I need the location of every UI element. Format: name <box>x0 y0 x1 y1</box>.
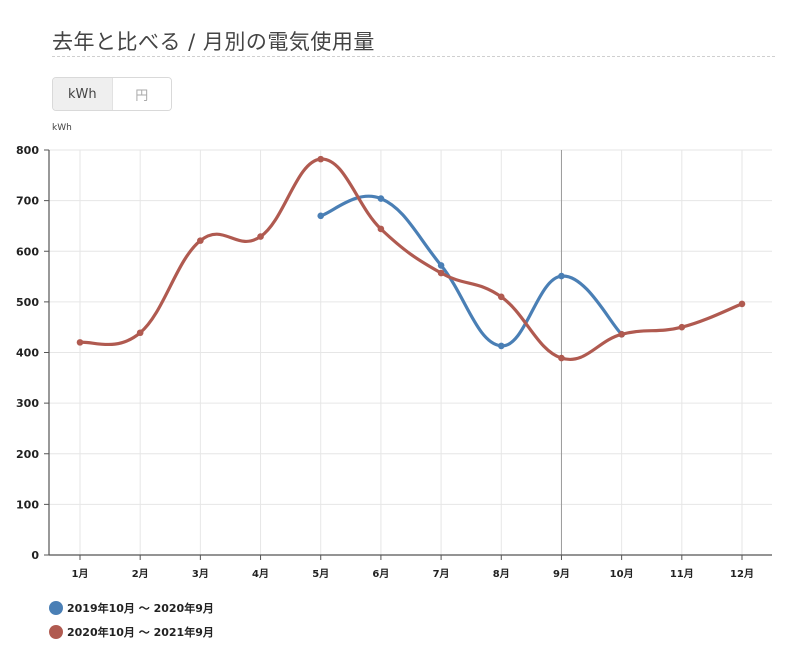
y-tick-label: 500 <box>16 296 39 309</box>
data-point[interactable] <box>136 329 144 337</box>
x-tick-label: 5月 <box>312 568 329 580</box>
chart-series <box>76 155 746 362</box>
data-point[interactable] <box>377 195 385 202</box>
x-tick-label: 9月 <box>553 568 570 580</box>
y-tick-label: 800 <box>16 144 39 157</box>
x-tick-label: 1月 <box>72 568 89 580</box>
page-title: 去年と比べる / 月別の電気使用量 <box>52 30 375 54</box>
legend-dot-icon <box>49 625 63 639</box>
legend-item-2019[interactable]: 2019年10月 ～ 2020年9月 <box>49 596 214 620</box>
title-divider <box>52 56 775 57</box>
data-point[interactable] <box>76 339 84 346</box>
data-point[interactable] <box>558 272 565 280</box>
legend-dot-icon <box>49 601 63 615</box>
data-point[interactable] <box>317 155 325 163</box>
data-point[interactable] <box>437 262 445 269</box>
x-tick-label: 4月 <box>252 568 269 580</box>
chart-grid <box>49 149 772 555</box>
x-tick-label: 3月 <box>192 568 209 580</box>
data-point[interactable] <box>558 354 565 362</box>
legend-item-2020[interactable]: 2020年10月 ～ 2021年9月 <box>49 620 214 644</box>
legend-label: 2019年10月 ～ 2020年9月 <box>67 602 214 615</box>
y-tick-label: 0 <box>31 549 39 562</box>
data-point[interactable] <box>738 300 746 308</box>
data-point[interactable] <box>497 293 505 301</box>
unit-toggle: kWh 円 <box>52 77 172 111</box>
data-point[interactable] <box>437 269 445 277</box>
y-tick-label: 600 <box>16 245 39 258</box>
chart-axes: 0 100 200 300 400 500 600 700 800 1月 2月 3月 4月 5月 6月 7月 8… <box>16 144 772 580</box>
data-point[interactable] <box>497 342 505 350</box>
data-point[interactable] <box>377 225 385 233</box>
x-tick-label: 2月 <box>132 568 149 580</box>
x-tick-label: 10月 <box>610 568 634 580</box>
data-point[interactable] <box>197 237 204 244</box>
data-point[interactable] <box>618 330 625 338</box>
x-tick-label: 6月 <box>372 568 389 580</box>
y-axis-unit-label: kWh <box>52 123 72 133</box>
toggle-kwh-button[interactable]: kWh <box>53 78 113 110</box>
series-line-0 <box>319 194 624 348</box>
chart-legend: 2019年10月 ～ 2020年9月 2020年10月 ～ 2021年9月 <box>49 596 214 644</box>
y-tick-label: 100 <box>16 498 39 511</box>
series-line-1 <box>78 157 744 362</box>
y-tick-label: 200 <box>16 448 39 461</box>
x-tick-label: 7月 <box>433 568 450 580</box>
data-point[interactable] <box>257 233 264 240</box>
y-tick-label: 700 <box>16 195 39 208</box>
y-tick-label: 300 <box>16 397 39 410</box>
x-tick-label: 11月 <box>670 568 694 580</box>
data-point[interactable] <box>317 212 325 220</box>
legend-label: 2020年10月 ～ 2021年9月 <box>67 626 214 639</box>
x-tick-label: 12月 <box>730 568 754 580</box>
data-point[interactable] <box>678 323 686 331</box>
toggle-yen-button[interactable]: 円 <box>112 78 171 110</box>
y-tick-label: 400 <box>16 347 39 360</box>
x-tick-label: 8月 <box>493 568 510 580</box>
